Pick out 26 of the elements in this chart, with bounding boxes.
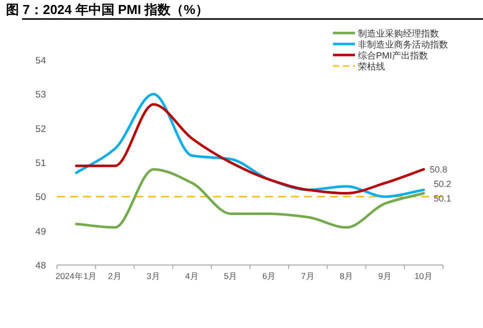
x-tick-label: 7月 — [301, 271, 315, 281]
x-tick-label: 2024年1月 — [55, 271, 98, 281]
y-tick-label: 52 — [35, 124, 46, 135]
y-tick-label: 54 — [35, 56, 46, 66]
data-label: 50.8 — [430, 164, 448, 174]
data-label: 50.2 — [434, 178, 452, 189]
legend-label: 非制造业商务活动指数 — [358, 40, 448, 50]
x-tick-label: 9月 — [378, 271, 392, 281]
x-tick-label: 10月 — [414, 271, 433, 281]
x-tick-label: 2月 — [108, 271, 122, 281]
x-tick-label: 3月 — [146, 271, 160, 281]
chart-title: 图 7：2024 年中国 PMI 指数（%） — [6, 2, 208, 17]
legend-label: 荣枯线 — [358, 62, 385, 72]
x-tick-label: 8月 — [340, 271, 354, 281]
data-label: 50.1 — [434, 193, 452, 204]
y-tick-label: 53 — [35, 90, 46, 101]
line-series — [75, 168, 425, 229]
x-tick-label: 6月 — [262, 271, 276, 281]
y-tick-label: 51 — [35, 158, 46, 169]
y-tick-label: 50 — [35, 192, 46, 204]
x-tick-label: 5月 — [224, 271, 238, 281]
legend-label: 综合PMI产出指数 — [358, 50, 428, 60]
x-tick-label: 4月 — [185, 271, 199, 281]
legend-label: 制造业采购经理指数 — [358, 28, 439, 38]
y-tick-label: 48 — [35, 260, 46, 272]
y-tick-label: 49 — [35, 226, 46, 238]
